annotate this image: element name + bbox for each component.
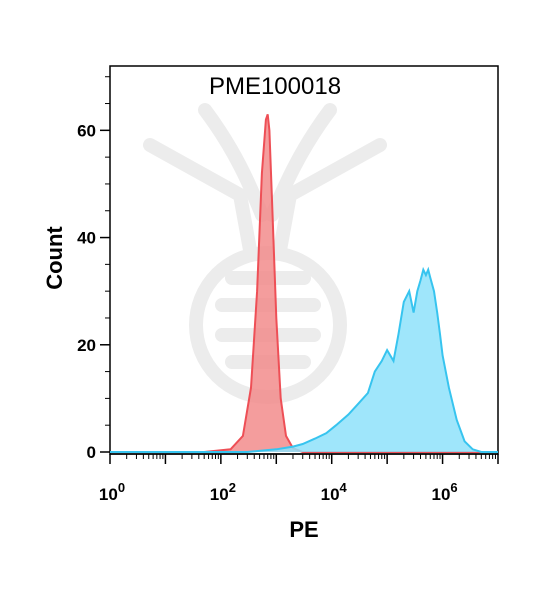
x-tick-label: 106 <box>431 480 457 504</box>
axes-layer <box>100 76 499 464</box>
series-layer <box>110 113 498 453</box>
y-tick-label: 20 <box>77 336 96 355</box>
histogram-outline-1 <box>110 113 498 453</box>
histogram-outline-2 <box>110 266 498 453</box>
x-tick-label: 102 <box>210 480 236 504</box>
labels-layer: 100 102 104 106 0 20 40 60 <box>77 121 458 504</box>
y-axis-title: Count <box>42 226 67 290</box>
y-tick-label: 0 <box>87 443 96 462</box>
chart-title: PME100018 <box>209 73 341 100</box>
histogram-area-2 <box>110 269 498 452</box>
y-tick-label: 40 <box>77 229 96 248</box>
y-tick-label: 60 <box>77 121 96 140</box>
x-axis-title: PE <box>289 517 318 542</box>
x-tick-label: 100 <box>99 480 125 504</box>
x-tick-label: 104 <box>321 480 348 504</box>
